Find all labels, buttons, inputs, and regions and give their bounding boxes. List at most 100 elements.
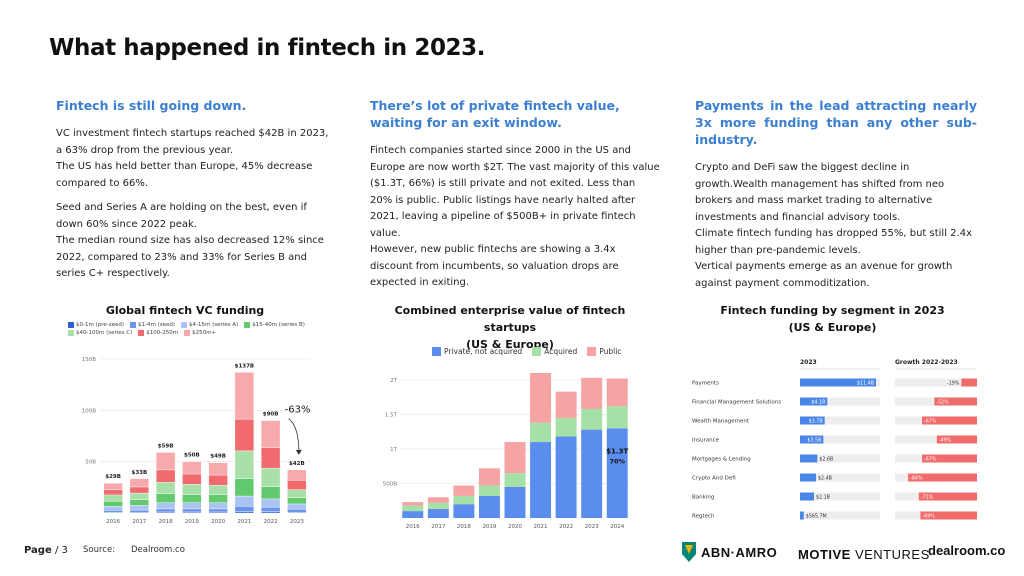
- chart-3-subtitle: (US & Europe): [788, 321, 877, 334]
- chart-2-xtick-2017: 2017: [431, 524, 445, 530]
- chart-2-ytick-2: 1.5T: [385, 412, 398, 418]
- chart-3-title: Fintech funding by segment in 2023 (US &…: [700, 302, 965, 336]
- chart-1-bar-2017-seg-2: [129, 505, 150, 511]
- chart-1-total-label-2018: $59B: [158, 443, 174, 449]
- chart-2-bar-2022-seg-1: [555, 417, 577, 437]
- chart-3-growth-value-4: -67%: [924, 457, 937, 463]
- page-label: Page: [24, 545, 52, 556]
- chart-1-legend-item-4-label: $40-100m (series C): [76, 330, 133, 336]
- chart-3-growth-bar-7: [920, 511, 977, 520]
- column-1-para-2: The US has held better than Europe, 45% …: [56, 161, 313, 189]
- chart-1-bar-2022-seg-2: [260, 498, 281, 508]
- chart-1-title: Global fintech VC funding: [105, 304, 265, 317]
- chart-3-row-label-1: Financial Management Solutions: [692, 400, 781, 406]
- chart-1-bar-2017-seg-6: [129, 478, 150, 488]
- chart-3-growth-bar-5: [908, 473, 977, 482]
- chart-1-bar-2017-seg-4: [129, 492, 150, 500]
- chart-1-bar-2018-seg-1: [155, 508, 176, 513]
- chart-1-bar-2022-seg-3: [260, 486, 281, 500]
- motive-bold-text: MOTIVE: [798, 547, 851, 562]
- column-3: Payments in the lead attracting nearly 3…: [695, 97, 977, 292]
- chart-1-bar-2019-seg-2: [182, 502, 202, 510]
- chart-1-bar-2021-seg-4: [234, 450, 255, 479]
- chart-2-title: Combined enterprise value of fintech sta…: [370, 302, 650, 353]
- column-3-para-1: Crypto and DeFi saw the biggest decline …: [695, 162, 945, 223]
- chart-1-bar-2016-seg-4: [103, 494, 123, 502]
- chart-1-svg: 50B 100B 150B $29B 2016 $33B 2017 $59B 2018 $50B 2…: [82, 357, 311, 525]
- chart-1-legend-item-0-label: $0-1m (pre-seed): [76, 322, 125, 328]
- chart-1-bar-2018-seg-6: [155, 452, 176, 471]
- page-num: / 3: [54, 545, 68, 556]
- chart-1-legend-item-3-label: $15-40m (series B): [252, 322, 305, 328]
- chart-1-bar-2019-seg-1: [182, 508, 202, 513]
- chart-1-legend-item-5-label: $100-250m: [146, 330, 179, 336]
- chart-1-total-label-2021: $137B: [235, 363, 255, 369]
- chart-3-row-track-2: [800, 416, 880, 425]
- chart-2-xtick-2019: 2019: [482, 524, 496, 530]
- chart-3-growth-track-3: [895, 435, 977, 444]
- chart-1-legend-item-2-label: $4-15m (series A): [189, 322, 239, 328]
- chart-2-bar-2016-seg-2: [402, 502, 424, 506]
- column-1-para-1: VC investment fintech startups reached $…: [56, 128, 329, 156]
- chart-2-legend-item-1-swatch: [532, 347, 542, 356]
- chart-2-bar-2021-seg-0: [530, 442, 552, 518]
- chart-3-growth-value-0: -19%: [947, 381, 960, 387]
- chart-3-row-bar-2: [800, 416, 825, 425]
- chart-3-growth-value-6: -71%: [921, 495, 934, 501]
- abn-amro-logo: ABN·AMRO: [682, 542, 777, 562]
- source-value: Dealroom.co: [131, 545, 185, 555]
- chart-2-bar-2019-seg-2: [478, 468, 500, 486]
- chart-1-bar-2020-seg-4: [208, 485, 228, 495]
- column-1: Fintech is still going down. VC investme…: [56, 97, 336, 283]
- column-1-para-4: The median round size has also decreased…: [56, 235, 324, 279]
- chart-2-legend-item-1: Acquired: [532, 347, 577, 356]
- chart-2-xtick-2016: 2016: [406, 524, 420, 530]
- chart-3-growth-bar-1: [934, 397, 977, 406]
- chart-1-bar-2018-seg-4: [155, 481, 176, 494]
- chart-1-xtick-2023: 2023: [290, 519, 304, 525]
- chart-3-col-header-2: Growth 2022-2023: [895, 359, 958, 366]
- chart-1-legend-item-0: $0-1m (pre-seed): [68, 322, 124, 328]
- chart-2-bar-2024-seg-0: [606, 428, 628, 518]
- chart-1-ytick-2: 150B: [82, 357, 96, 363]
- chart-2-bar-2017-seg-1: [427, 502, 449, 510]
- chart-2-legend-item-0-label: Private, not acquired: [444, 347, 523, 356]
- chart-2-bar-2018-seg-2: [453, 485, 475, 496]
- chart-3-row-bar-1: [800, 397, 828, 406]
- chart-1-bar-2017-seg-1: [129, 509, 150, 513]
- chart-1-bar-2021-seg-1: [234, 506, 255, 512]
- chart-2-annotation-value: $1.3T: [606, 447, 628, 455]
- motive-ventures-logo: MOTIVE VENTURES: [798, 544, 930, 563]
- chart-1-annotation: -63%: [285, 405, 311, 416]
- chart-1-legend-item-6-swatch: [184, 330, 191, 336]
- chart-1-legend-item-0-swatch: [68, 322, 74, 328]
- chart-2-xtick-2022: 2022: [559, 524, 573, 530]
- column-1-body: VC investment fintech startups reached $…: [56, 126, 336, 283]
- chart-1-legend-item-6-label: $250m+: [192, 330, 217, 336]
- chart-2-legend-item-1-label: Acquired: [544, 347, 578, 356]
- chart-2-bar-2023-seg-2: [581, 377, 603, 409]
- chart-1-xtick-2016: 2016: [106, 519, 120, 525]
- chart-1-bar-2016-seg-3: [103, 500, 123, 507]
- chart-1-total-label-2020: $49B: [210, 454, 226, 460]
- chart-2-bar-2020-seg-2: [504, 442, 526, 474]
- chart-1-xtick-2022: 2022: [264, 519, 278, 525]
- chart-1-legend-item-1-label: $1-4m (seed): [138, 322, 176, 328]
- chart-1-legend-item-1: $1-4m (seed): [130, 322, 175, 328]
- chart-2-bar-2020-seg-0: [504, 486, 526, 518]
- chart-3-growth-bar-6: [918, 492, 977, 501]
- chart-2-xtick-2024: 2024: [610, 524, 624, 530]
- chart-1-bar-2020-seg-5: [208, 474, 228, 486]
- chart-3-row-label-6: Banking: [692, 495, 714, 501]
- chart-1-total-label-2023: $42B: [289, 461, 305, 467]
- chart-3-growth-bar-3: [936, 435, 977, 444]
- chart-3-row-bar-4: [800, 454, 818, 463]
- chart-3-growth-value-5: -84%: [910, 476, 923, 482]
- chart-3-row-label-5: Crypto And Defi: [692, 476, 736, 482]
- chart-3-row-value-5: $2.4B: [818, 476, 832, 482]
- chart-2-xtick-2020: 2020: [508, 524, 522, 530]
- chart-3-row-label-0: Payments: [692, 381, 719, 387]
- chart-1-bar-2019-seg-4: [182, 484, 202, 495]
- chart-3-row-value-2: $3.7B: [809, 419, 823, 425]
- chart-2-title-line: Combined enterprise value of fintech sta…: [394, 304, 626, 334]
